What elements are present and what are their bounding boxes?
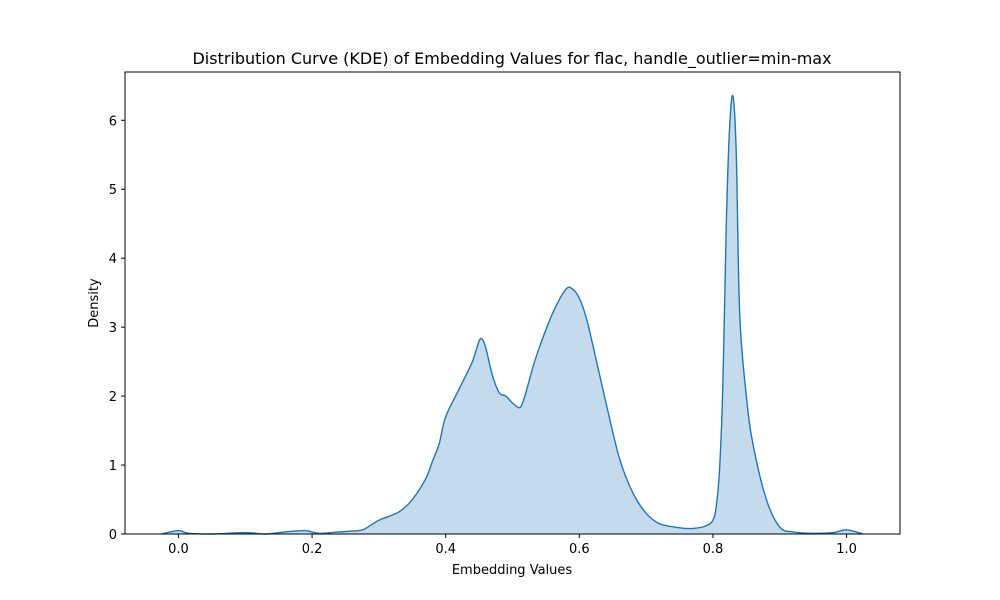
y-tick-label: 3 bbox=[109, 321, 117, 336]
density-area-fill bbox=[161, 95, 864, 534]
y-tick-label: 0 bbox=[109, 528, 117, 543]
y-tick-label: 4 bbox=[109, 252, 117, 267]
y-axis-label: Density bbox=[87, 278, 102, 328]
x-tick-label: 0.6 bbox=[569, 542, 590, 557]
x-tick-label: 0.8 bbox=[703, 542, 724, 557]
y-tick-label: 2 bbox=[109, 390, 117, 405]
plot-area bbox=[161, 94, 864, 535]
x-tick-label: 0.4 bbox=[435, 542, 456, 557]
x-tick-label: 0.2 bbox=[302, 542, 323, 557]
x-axis: 0.0 0.2 0.4 0.6 0.8 1.0 bbox=[168, 534, 857, 557]
x-axis-label: Embedding Values bbox=[452, 563, 573, 578]
axes-frame bbox=[124, 71, 901, 535]
y-tick-label: 1 bbox=[109, 459, 117, 474]
density-curve-line bbox=[161, 94, 864, 535]
x-tick-label: 1.0 bbox=[836, 542, 857, 557]
y-tick-label: 6 bbox=[109, 114, 117, 129]
y-tick-label: 5 bbox=[109, 183, 117, 198]
y-axis: 0 1 2 3 4 5 6 bbox=[109, 114, 125, 543]
x-tick-label: 0.0 bbox=[168, 542, 189, 557]
chart-title: Distribution Curve (KDE) of Embedding Va… bbox=[192, 49, 831, 69]
